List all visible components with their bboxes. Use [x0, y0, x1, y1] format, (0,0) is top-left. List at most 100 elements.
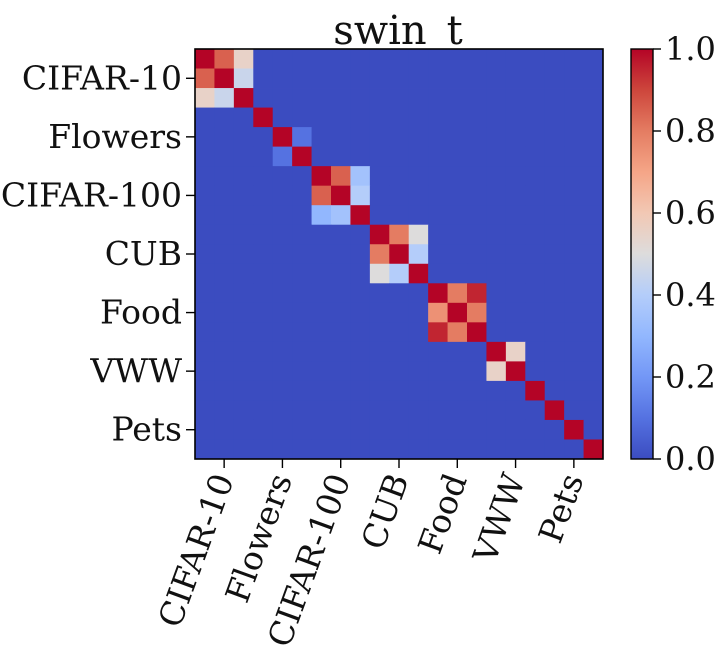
heatmap-cell [292, 341, 312, 362]
heatmap-cell [292, 127, 312, 148]
heatmap-cell [544, 439, 565, 460]
heatmap-cell [195, 127, 215, 148]
heatmap-cell [428, 400, 448, 421]
heatmap-cell [292, 146, 312, 167]
heatmap-cell [350, 400, 371, 421]
heatmap-cell [272, 400, 293, 421]
heatmap-cell [486, 244, 507, 265]
heatmap-cell [486, 88, 507, 108]
heatmap-cell [195, 341, 215, 362]
heatmap-cell [350, 419, 371, 440]
heatmap-cell [331, 185, 351, 206]
heatmap-cell [331, 166, 351, 187]
heatmap-cell [292, 380, 312, 401]
colorbar-tick-label: 0.6 [665, 194, 716, 232]
heatmap-cell [292, 68, 312, 89]
heatmap-cell [214, 302, 235, 323]
heatmap-cell [583, 283, 604, 304]
heatmap-cell [195, 439, 215, 460]
heatmap-cell [292, 322, 312, 343]
heatmap-cell [369, 283, 390, 304]
heatmap-cell [214, 341, 235, 362]
heatmap-cell [447, 49, 468, 69]
heatmap-cell [311, 341, 332, 362]
heatmap-cell [311, 302, 332, 323]
heatmap-cell [292, 439, 312, 460]
heatmap-cell [525, 302, 546, 323]
heatmap-cell [214, 68, 235, 89]
heatmap-cell [369, 263, 390, 284]
heatmap-cell [525, 419, 546, 440]
heatmap-cell [272, 341, 293, 362]
heatmap-cell [583, 439, 604, 460]
heatmap-cell [408, 205, 429, 226]
heatmap-cell [428, 361, 448, 382]
heatmap-cell [233, 68, 254, 89]
heatmap-cell [214, 127, 235, 148]
colorbar-tick-label: 0.4 [665, 276, 716, 314]
heatmap-cell [253, 185, 274, 206]
y-tick-label: CIFAR-100 [1, 175, 182, 214]
heatmap-cell [583, 263, 604, 284]
heatmap-cell [233, 88, 254, 108]
heatmap-cell [428, 107, 448, 128]
heatmap-cell [369, 88, 390, 108]
heatmap-cell [447, 146, 468, 167]
heatmap-cell [583, 380, 604, 401]
heatmap-cell [564, 283, 584, 304]
heatmap-cell [408, 185, 429, 206]
heatmap-cell [369, 49, 390, 69]
heatmap-cell [408, 400, 429, 421]
heatmap-cell [214, 439, 235, 460]
heatmap-cell [350, 263, 371, 284]
heatmap-cell [505, 283, 526, 304]
heatmap-cell [331, 49, 351, 69]
heatmap-cell [311, 439, 332, 460]
colorbar-tick-label: 0.8 [665, 112, 716, 150]
heatmap-cell [505, 419, 526, 440]
heatmap-cell [331, 400, 351, 421]
heatmap-cell [544, 419, 565, 440]
heatmap-cell [311, 88, 332, 108]
heatmap-cell [583, 419, 604, 440]
heatmap-cell [447, 107, 468, 128]
heatmap-cell [331, 127, 351, 148]
heatmap-cell [525, 400, 546, 421]
heatmap-cell [408, 263, 429, 284]
heatmap-cell [233, 107, 254, 128]
heatmap-cell [564, 244, 584, 265]
colorbar [630, 48, 654, 460]
heatmap-cell [311, 68, 332, 89]
heatmap-cell [564, 263, 584, 284]
heatmap-cell [272, 380, 293, 401]
heatmap-cell [447, 380, 468, 401]
heatmap-cell [525, 439, 546, 460]
heatmap-cell [369, 322, 390, 343]
heatmap-cell [253, 302, 274, 323]
heatmap-cell [331, 283, 351, 304]
heatmap-cell [467, 107, 487, 128]
heatmap-cell [447, 244, 468, 265]
heatmap-cell [583, 107, 604, 128]
heatmap-cell [525, 88, 546, 108]
heatmap-cells [195, 49, 604, 460]
heatmap-cell [369, 380, 390, 401]
heatmap-cell [564, 419, 584, 440]
heatmap-cell [253, 419, 274, 440]
heatmap-cell [505, 166, 526, 187]
heatmap-cell [544, 185, 565, 206]
heatmap-cell [447, 283, 468, 304]
heatmap-cell [292, 302, 312, 323]
heatmap-cell [350, 146, 371, 167]
heatmap-cell [272, 49, 293, 69]
heatmap-cell [253, 322, 274, 343]
heatmap-cell [583, 205, 604, 226]
heatmap-cell [447, 341, 468, 362]
y-tick-label: Flowers [48, 117, 182, 156]
heatmap-cell [272, 244, 293, 265]
heatmap-cell [195, 205, 215, 226]
heatmap-cell [311, 146, 332, 167]
heatmap-cell [272, 146, 293, 167]
heatmap-cell [486, 361, 507, 382]
heatmap-cell [544, 68, 565, 89]
